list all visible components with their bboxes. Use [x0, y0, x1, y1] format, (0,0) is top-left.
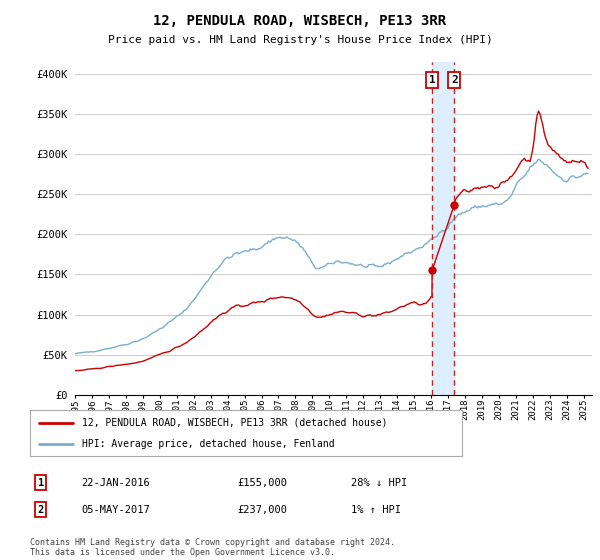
Text: 2: 2: [451, 75, 458, 85]
Text: 22-JAN-2016: 22-JAN-2016: [81, 478, 150, 488]
Text: £155,000: £155,000: [237, 478, 287, 488]
Text: 1% ↑ HPI: 1% ↑ HPI: [351, 505, 401, 515]
Text: £237,000: £237,000: [237, 505, 287, 515]
Text: HPI: Average price, detached house, Fenland: HPI: Average price, detached house, Fenl…: [82, 439, 334, 449]
Bar: [432, 62, 454, 395]
Text: Price paid vs. HM Land Registry's House Price Index (HPI): Price paid vs. HM Land Registry's House …: [107, 35, 493, 45]
Text: 2: 2: [38, 505, 44, 515]
Text: Contains HM Land Registry data © Crown copyright and database right 2024.
This d: Contains HM Land Registry data © Crown c…: [30, 538, 395, 557]
Text: 12, PENDULA ROAD, WISBECH, PE13 3RR: 12, PENDULA ROAD, WISBECH, PE13 3RR: [154, 14, 446, 28]
Text: 28% ↓ HPI: 28% ↓ HPI: [351, 478, 407, 488]
Text: 05-MAY-2017: 05-MAY-2017: [81, 505, 150, 515]
Text: 1: 1: [38, 478, 44, 488]
Text: 1: 1: [429, 75, 436, 85]
Text: 12, PENDULA ROAD, WISBECH, PE13 3RR (detached house): 12, PENDULA ROAD, WISBECH, PE13 3RR (det…: [82, 418, 388, 428]
